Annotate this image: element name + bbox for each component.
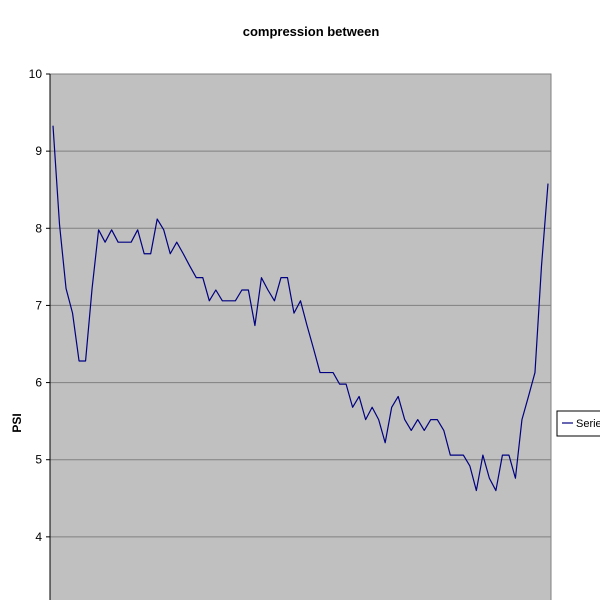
plot-area	[49, 73, 552, 600]
legend-label: Series1	[576, 418, 600, 430]
gridlines	[50, 150, 551, 538]
y-tick-label: 6	[35, 376, 42, 390]
y-tick-label: 10	[29, 67, 43, 81]
y-axis-ticks: 109876543	[29, 67, 50, 544]
y-axis-title: PSI	[10, 413, 24, 432]
chart-title: compression between	[243, 24, 380, 39]
y-tick-label: 7	[35, 298, 42, 312]
y-tick-label: 4	[35, 530, 42, 544]
y-tick-label: 8	[35, 221, 42, 235]
y-tick-label: 5	[35, 453, 42, 467]
legend: Series1	[556, 410, 600, 437]
series-line	[52, 125, 549, 492]
y-tick-label: 9	[35, 144, 42, 158]
series-layer	[52, 125, 549, 492]
